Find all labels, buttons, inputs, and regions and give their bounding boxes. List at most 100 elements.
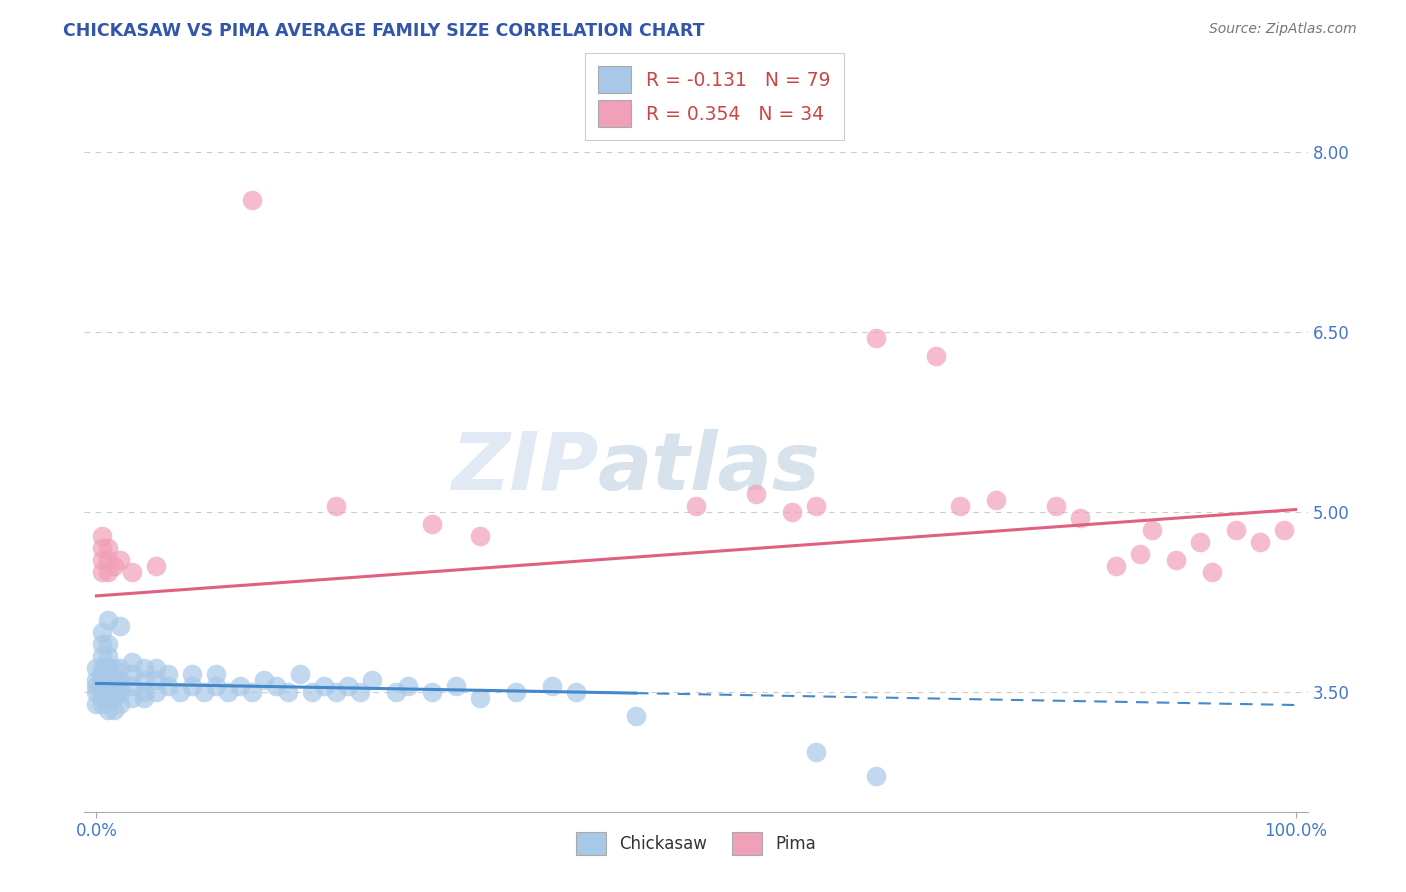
- Point: [91, 661, 114, 675]
- Point: [229, 679, 252, 693]
- Point: [804, 745, 827, 759]
- Point: [240, 685, 263, 699]
- Point: [420, 516, 443, 531]
- Point: [396, 679, 419, 693]
- Point: [91, 637, 114, 651]
- Point: [780, 505, 803, 519]
- Point: [217, 685, 239, 699]
- Point: [325, 499, 347, 513]
- Point: [253, 673, 276, 687]
- Point: [181, 666, 204, 681]
- Point: [97, 666, 120, 681]
- Point: [361, 673, 384, 687]
- Point: [91, 648, 114, 663]
- Point: [745, 487, 768, 501]
- Point: [134, 673, 156, 687]
- Point: [103, 661, 125, 675]
- Point: [205, 679, 228, 693]
- Point: [277, 685, 299, 699]
- Point: [1225, 523, 1247, 537]
- Text: Source: ZipAtlas.com: Source: ZipAtlas.com: [1209, 22, 1357, 37]
- Point: [97, 703, 120, 717]
- Point: [169, 685, 191, 699]
- Point: [1164, 553, 1187, 567]
- Point: [349, 685, 371, 699]
- Point: [1045, 499, 1067, 513]
- Point: [97, 637, 120, 651]
- Point: [505, 685, 527, 699]
- Point: [103, 558, 125, 573]
- Point: [325, 685, 347, 699]
- Point: [103, 673, 125, 687]
- Point: [145, 661, 167, 675]
- Point: [103, 703, 125, 717]
- Point: [86, 673, 108, 687]
- Point: [91, 541, 114, 555]
- Point: [121, 666, 143, 681]
- Point: [984, 492, 1007, 507]
- Point: [86, 679, 108, 693]
- Point: [97, 679, 120, 693]
- Point: [86, 685, 108, 699]
- Legend: Chickasaw, Pima: Chickasaw, Pima: [569, 825, 823, 862]
- Point: [103, 690, 125, 705]
- Point: [91, 666, 114, 681]
- Point: [145, 673, 167, 687]
- Point: [110, 673, 132, 687]
- Point: [385, 685, 408, 699]
- Point: [865, 331, 887, 345]
- Point: [134, 685, 156, 699]
- Point: [134, 661, 156, 675]
- Point: [1272, 523, 1295, 537]
- Point: [97, 541, 120, 555]
- Point: [157, 679, 180, 693]
- Point: [468, 690, 491, 705]
- Point: [110, 619, 132, 633]
- Point: [145, 685, 167, 699]
- Point: [110, 553, 132, 567]
- Text: ZIP: ZIP: [451, 429, 598, 507]
- Point: [91, 624, 114, 639]
- Point: [205, 666, 228, 681]
- Point: [1188, 535, 1211, 549]
- Point: [145, 558, 167, 573]
- Point: [157, 666, 180, 681]
- Point: [86, 697, 108, 711]
- Text: CHICKASAW VS PIMA AVERAGE FAMILY SIZE CORRELATION CHART: CHICKASAW VS PIMA AVERAGE FAMILY SIZE CO…: [63, 22, 704, 40]
- Point: [121, 565, 143, 579]
- Point: [97, 685, 120, 699]
- Point: [1249, 535, 1271, 549]
- Point: [193, 685, 215, 699]
- Point: [97, 690, 120, 705]
- Point: [1201, 565, 1223, 579]
- Point: [97, 613, 120, 627]
- Point: [91, 565, 114, 579]
- Point: [110, 679, 132, 693]
- Point: [925, 349, 948, 363]
- Point: [97, 648, 120, 663]
- Point: [110, 697, 132, 711]
- Point: [97, 673, 120, 687]
- Point: [264, 679, 287, 693]
- Point: [804, 499, 827, 513]
- Point: [337, 679, 360, 693]
- Point: [86, 661, 108, 675]
- Point: [865, 769, 887, 783]
- Point: [240, 193, 263, 207]
- Point: [1129, 547, 1152, 561]
- Point: [91, 697, 114, 711]
- Point: [444, 679, 467, 693]
- Point: [181, 679, 204, 693]
- Point: [420, 685, 443, 699]
- Point: [468, 529, 491, 543]
- Point: [121, 690, 143, 705]
- Point: [91, 679, 114, 693]
- Point: [97, 661, 120, 675]
- Point: [91, 529, 114, 543]
- Point: [1069, 511, 1091, 525]
- Point: [97, 553, 120, 567]
- Point: [91, 685, 114, 699]
- Point: [624, 708, 647, 723]
- Text: atlas: atlas: [598, 429, 821, 507]
- Point: [91, 690, 114, 705]
